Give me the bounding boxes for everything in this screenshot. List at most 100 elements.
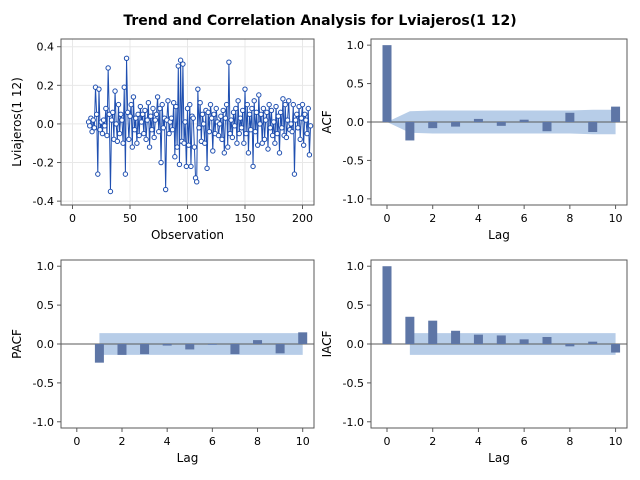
series-ytick-label-4: 0.4 bbox=[37, 41, 55, 54]
series-point-125 bbox=[229, 134, 236, 141]
iacf-xtick-label-5: 10 bbox=[609, 435, 623, 448]
pacf-xtick-label-0: 0 bbox=[73, 435, 80, 448]
iacf-ytick-label-3: 0.5 bbox=[347, 299, 365, 312]
acf-xtick-label-0: 0 bbox=[384, 212, 391, 225]
pacf-bar-lag-3 bbox=[140, 344, 150, 355]
iacf-xlabel: Lag bbox=[488, 451, 510, 465]
series-point-73 bbox=[169, 127, 176, 133]
series-xtick-label-2: 100 bbox=[177, 212, 198, 225]
series-point-176 bbox=[288, 121, 294, 127]
series-point-128 bbox=[233, 105, 239, 112]
iacf-bar-lag-9 bbox=[588, 341, 598, 344]
series-point-133 bbox=[238, 125, 245, 131]
acf-bar-lag-2 bbox=[428, 122, 438, 129]
pacf-panel: 0 2 4 6 8 10 -1.0 -0.5 0.0 0.5 1.0 Lag PACF bbox=[10, 259, 315, 465]
series-point-180 bbox=[292, 117, 299, 123]
series-point-193 bbox=[307, 123, 314, 129]
series-point-122 bbox=[226, 59, 232, 65]
series-point-138 bbox=[244, 101, 251, 108]
acf-ytick-label-1: -0.5 bbox=[343, 154, 364, 167]
acf-ytick-label-3: 0.5 bbox=[347, 78, 365, 91]
series-point-161 bbox=[271, 119, 277, 125]
series-point-186 bbox=[299, 101, 306, 108]
pacf-bar-lag-8 bbox=[253, 340, 263, 344]
pacf-xtick-label-1: 2 bbox=[118, 435, 125, 448]
series-point-87 bbox=[185, 142, 192, 148]
series-point-132 bbox=[237, 115, 244, 121]
iacf-panel: 0 2 4 6 8 10 -1.0 -0.5 0.0 0.5 1.0 Lag IACF bbox=[320, 259, 628, 465]
series-point-88 bbox=[187, 101, 193, 108]
series-point-157 bbox=[266, 101, 272, 108]
acf-xtick-label-5: 10 bbox=[609, 212, 623, 225]
series-point-134 bbox=[240, 107, 246, 114]
series-point-165 bbox=[275, 113, 282, 119]
series-point-169 bbox=[280, 96, 286, 102]
series-point-54 bbox=[148, 113, 154, 119]
iacf-xtick-label-1: 2 bbox=[429, 435, 436, 448]
iacf-bar-lag-4 bbox=[473, 334, 483, 344]
series-point-160 bbox=[269, 132, 276, 139]
series-point-67 bbox=[162, 186, 169, 193]
series-point-92 bbox=[191, 144, 198, 150]
series-point-36 bbox=[127, 113, 133, 119]
series-point-146 bbox=[253, 109, 260, 116]
series-point-106 bbox=[207, 101, 214, 108]
iacf-bar-lag-6 bbox=[519, 339, 529, 344]
series-point-189 bbox=[303, 117, 309, 123]
series-point-8 bbox=[95, 171, 101, 177]
series-point-188 bbox=[302, 111, 308, 117]
acf-bar-lag-10 bbox=[611, 106, 621, 122]
series-point-50 bbox=[143, 136, 149, 143]
pacf-ytick-label-2: 0.0 bbox=[37, 338, 55, 351]
pacf-bar-lag-10 bbox=[298, 332, 308, 344]
series-point-25 bbox=[114, 138, 121, 145]
series-point-182 bbox=[295, 125, 301, 131]
series-panel: 0 50 100 150 200 -0.4 -0.2 0.0 0.2 0.4 Observation… bbox=[10, 38, 315, 242]
series-point-150 bbox=[258, 111, 264, 117]
series-point-140 bbox=[246, 111, 253, 117]
series-point-64 bbox=[159, 101, 165, 108]
series-point-116 bbox=[219, 136, 225, 143]
series-point-156 bbox=[265, 146, 271, 152]
iacf-ytick-label-0: -1.0 bbox=[343, 416, 364, 429]
series-xlabel: Observation bbox=[151, 228, 224, 242]
series-point-34 bbox=[125, 109, 131, 116]
pacf-xtick-label-2: 4 bbox=[164, 435, 171, 448]
acf-xtick-label-1: 2 bbox=[429, 212, 436, 225]
iacf-bar-lag-5 bbox=[496, 335, 506, 344]
series-point-166 bbox=[276, 150, 283, 156]
series-point-72 bbox=[168, 115, 175, 121]
acf-bar-lag-4 bbox=[473, 118, 483, 122]
series-point-77 bbox=[174, 144, 180, 150]
series-point-115 bbox=[218, 113, 224, 119]
series-point-29 bbox=[119, 117, 125, 123]
series-point-168 bbox=[279, 125, 285, 131]
series-point-107 bbox=[208, 115, 215, 121]
pacf-bar-lag-4 bbox=[162, 344, 172, 346]
series-point-42 bbox=[134, 140, 140, 146]
pacf-xtick-label-4: 8 bbox=[254, 435, 261, 448]
series-point-164 bbox=[274, 130, 280, 137]
iacf-bar-lag-1 bbox=[405, 316, 415, 344]
series-point-80 bbox=[177, 57, 184, 63]
pacf-bar-lag-7 bbox=[230, 344, 240, 355]
iacf-bar-lag-2 bbox=[428, 320, 438, 344]
series-point-1 bbox=[87, 123, 93, 129]
series-point-14 bbox=[102, 123, 108, 129]
series-point-100 bbox=[200, 121, 207, 127]
series-point-9 bbox=[96, 86, 102, 92]
series-point-19 bbox=[107, 188, 114, 195]
series-point-44 bbox=[136, 132, 142, 139]
iacf-ylabel: IACF bbox=[320, 330, 334, 357]
series-point-137 bbox=[243, 130, 249, 137]
series-point-171 bbox=[282, 101, 288, 108]
iacf-bar-lag-0 bbox=[382, 266, 392, 344]
series-point-47 bbox=[139, 111, 146, 117]
series-point-155 bbox=[264, 109, 270, 116]
series-ytick-label-1: -0.2 bbox=[33, 157, 54, 170]
acf-panel: 0 2 4 6 8 10 -1.0 -0.5 0.0 0.5 1.0 Lag ACF bbox=[320, 38, 628, 242]
pacf-ytick-label-0: -1.0 bbox=[33, 416, 54, 429]
series-point-145 bbox=[252, 128, 259, 135]
series-point-148 bbox=[256, 92, 262, 98]
